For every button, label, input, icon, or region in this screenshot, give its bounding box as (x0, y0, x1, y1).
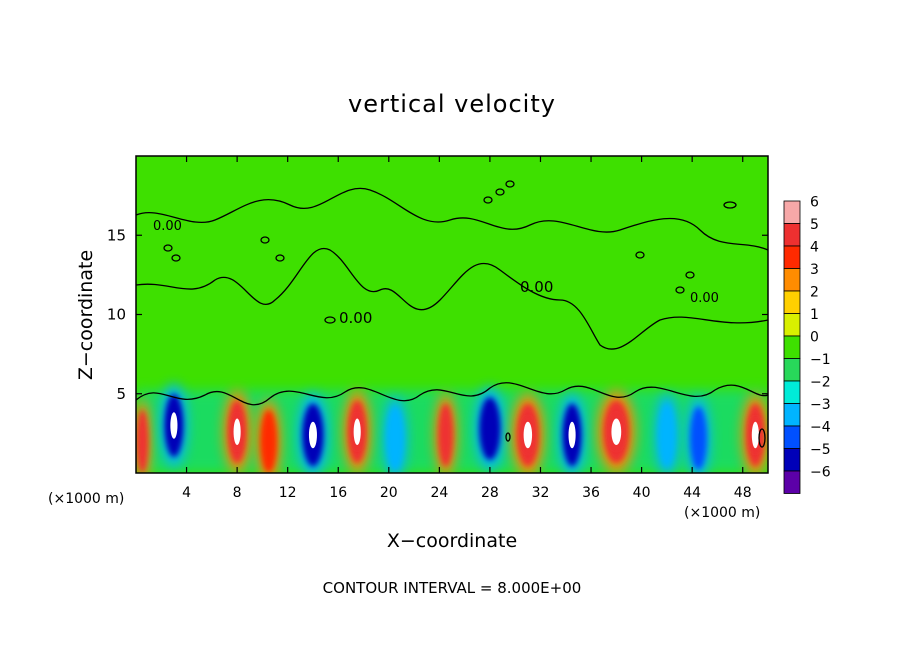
y-axis-title: Z−coordinate (75, 250, 97, 380)
zero-contours (136, 180, 768, 448)
colorbar-swatch (783, 470, 801, 494)
colorbar-label: −5 (810, 442, 831, 458)
field-cell (686, 396, 711, 473)
colorbar-swatch (783, 223, 801, 247)
field-cell (741, 393, 768, 473)
field-cell (136, 399, 152, 473)
field-cell (223, 389, 252, 473)
x-axis-title: X−coordinate (387, 530, 517, 552)
colorbar-label: 4 (810, 240, 819, 256)
field-cell (558, 393, 586, 473)
field-cell (343, 389, 372, 473)
y-tick-label: 10 (107, 306, 126, 324)
colorbar-label: −3 (810, 397, 831, 413)
colorbar-label: −6 (810, 465, 831, 481)
colorbar-swatch (783, 403, 801, 427)
x-tick-label: 32 (532, 485, 550, 501)
field-cells (136, 383, 768, 473)
field-cell (382, 396, 408, 473)
colorbar-swatch (783, 268, 801, 292)
colorbar-swatch (783, 290, 801, 314)
contour-label: 0.00 (339, 309, 372, 327)
x-tick-label: 4 (182, 485, 191, 501)
field-cell (654, 393, 680, 473)
colorbar-label: 0 (810, 330, 819, 346)
colorbar-swatch (783, 313, 801, 337)
colorbar-label: −1 (810, 352, 831, 368)
field-cell (160, 383, 188, 468)
y-tick-label: 5 (116, 385, 126, 403)
x-tick-label: 8 (233, 485, 242, 501)
field-cell (597, 389, 636, 473)
x-tick-label: 28 (481, 485, 499, 501)
x-tick-label: 16 (329, 485, 347, 501)
plot-area: 0.00 0.00 0.00 0.00 (136, 156, 768, 473)
colorbar-label: 2 (810, 285, 819, 301)
x-unit-label-left: (×1000 m) (48, 491, 124, 507)
colorbar-swatch (783, 245, 801, 269)
colorbar-swatch (783, 358, 801, 382)
y-tick-label: 15 (107, 226, 126, 244)
colorbar-swatch (783, 425, 801, 449)
x-tick-label: 20 (380, 485, 398, 501)
colorbar-label: 3 (810, 262, 819, 278)
y-axis: 5 10 15 (107, 226, 768, 403)
field-cell (434, 393, 457, 473)
colorbar-label: −4 (810, 420, 831, 436)
chart-title: vertical velocity (348, 90, 556, 118)
x-tick-label: 48 (734, 485, 752, 501)
colorbar-label: 1 (810, 307, 819, 323)
colorbar-swatch (783, 335, 801, 359)
colorbar-swatch (783, 380, 801, 404)
contour-label: 0.00 (153, 219, 182, 234)
colorbar-swatch (783, 448, 801, 472)
contour-label: 0.00 (520, 278, 553, 296)
x-tick-label: 12 (279, 485, 297, 501)
x-tick-label: 44 (683, 485, 701, 501)
field-cell (511, 393, 545, 473)
colorbar-label: 6 (810, 195, 819, 211)
contour-interval-footer: CONTOUR INTERVAL = 8.000E+00 (323, 579, 582, 597)
x-tick-label: 36 (582, 485, 600, 501)
colorbar-swatch (783, 200, 801, 224)
x-axis: 4 8 12 16 20 24 28 32 36 40 44 48 (182, 156, 752, 501)
field-cell (474, 386, 506, 471)
colorbar-label: −2 (810, 375, 831, 391)
field-cell (297, 393, 329, 473)
colorbar-label: 5 (810, 217, 819, 233)
x-tick-label: 24 (430, 485, 448, 501)
colorbar: 6 5 4 3 2 1 0 −1 −2 −3 −4 −5 −6 (783, 195, 831, 494)
x-unit-label-right: (×1000 m) (684, 505, 760, 521)
field-cell (256, 399, 281, 473)
x-tick-label: 40 (633, 485, 651, 501)
contour-label: 0.00 (690, 291, 719, 306)
